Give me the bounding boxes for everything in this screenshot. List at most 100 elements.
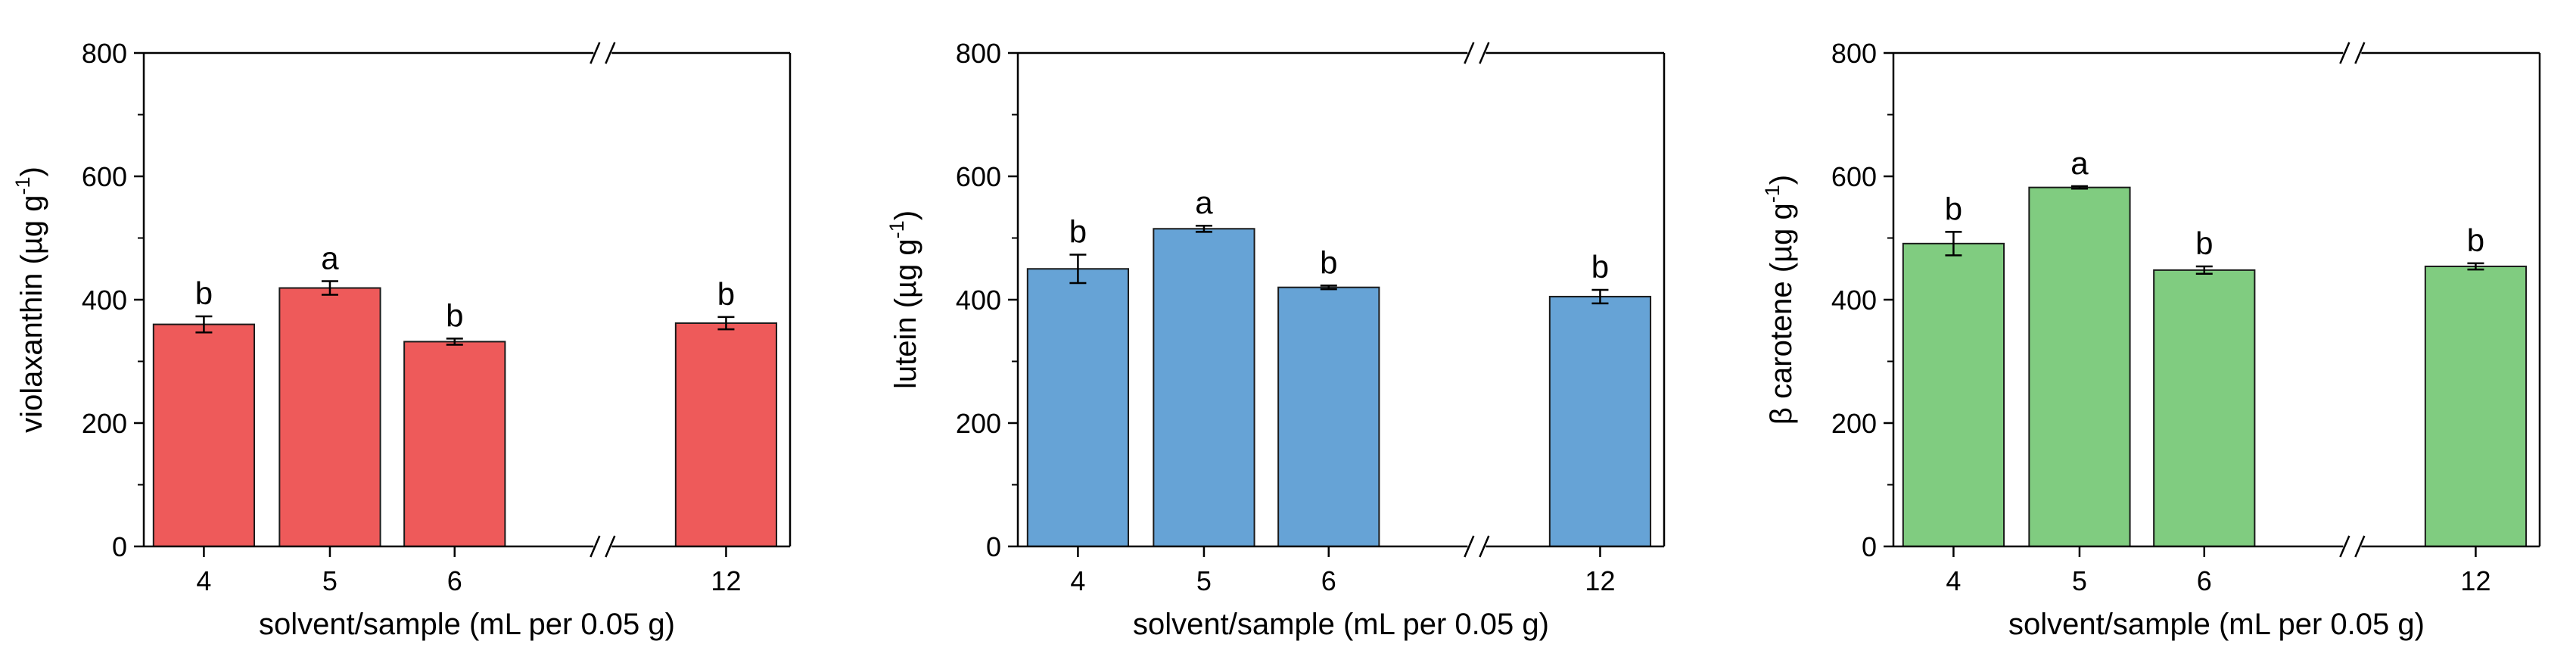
bar-6: [1277, 286, 1380, 547]
y-tick-label: 800: [82, 38, 127, 69]
y-tick-label: 0: [112, 531, 127, 562]
axis-break-top: [590, 42, 616, 64]
bar-4: [152, 323, 256, 547]
bar-4: [1902, 242, 2005, 547]
significance-letter-5: a: [2070, 145, 2089, 181]
error-bar-6: [1320, 285, 1337, 291]
y-axis-label-superscript: -1: [11, 176, 34, 195]
axis-break-slash: [605, 42, 616, 64]
x-tick-label-4: 4: [1946, 565, 1961, 596]
error-bar-4: [1945, 231, 1962, 257]
y-tick-label: 800: [956, 38, 1001, 69]
x-axis-label: solvent/sample (mL per 0.05 g): [259, 608, 675, 641]
chart-panel-1: b a b b 0 200 400 600 800 4 5 6 12 solvent/sample (mL…: [11, 38, 792, 641]
axis-break-slash: [2339, 42, 2350, 64]
axis-break-slash: [2354, 42, 2366, 64]
y-axis-label-superscript: -1: [885, 220, 908, 238]
significance-letter-6: b: [2195, 226, 2213, 261]
y-axis-label-superscript: -1: [1761, 185, 1784, 203]
y-tick-label: 600: [1831, 161, 1877, 192]
significance-letter-12: b: [1591, 249, 1609, 285]
bar-6: [2153, 269, 2256, 547]
y-tick-label: 200: [1831, 408, 1877, 439]
y-axis-label: violaxanthin (µg g-1): [11, 166, 48, 433]
axis-break-slash: [590, 42, 601, 64]
bar-12: [1548, 295, 1652, 547]
axis-break-top: [1464, 42, 1490, 64]
y-axis-label-close: ): [1765, 175, 1798, 185]
chart-panel-2: b a b b 0 200 400 600 800 4 5 6 12 solvent/sample (mL…: [885, 38, 1666, 641]
error-bar-12: [2467, 262, 2484, 271]
y-tick-label: 400: [1831, 285, 1877, 316]
y-tick-label: 200: [956, 408, 1001, 439]
x-tick-label-12: 12: [711, 565, 741, 596]
x-tick-label-12: 12: [1585, 565, 1615, 596]
x-tick-label-4: 4: [1070, 565, 1085, 596]
bar-6: [403, 341, 506, 547]
bar-12: [674, 322, 778, 547]
error-bar-4: [195, 315, 213, 334]
axis-break-slash: [2339, 535, 2350, 558]
significance-letter-12: b: [717, 276, 735, 312]
x-tick-label-12: 12: [2460, 565, 2490, 596]
x-axis-label: solvent/sample (mL per 0.05 g): [2008, 608, 2425, 641]
significance-letter-4: b: [1069, 214, 1087, 250]
axis-break-bottom: [590, 535, 616, 558]
y-axis-label: lutein (µg g-1): [885, 210, 922, 389]
axis-break-slash: [1479, 535, 1490, 558]
y-tick-label: 800: [1831, 38, 1877, 69]
axis-break-top: [2339, 42, 2366, 64]
axis-break-bottom: [1464, 535, 1490, 558]
y-tick-label: 600: [956, 161, 1001, 192]
error-bar-5: [321, 280, 338, 296]
significance-letter-6: b: [1320, 244, 1337, 280]
bar-12: [2424, 265, 2528, 547]
x-tick-label-5: 5: [1196, 565, 1212, 596]
significance-letter-4: b: [195, 275, 213, 311]
bar-5: [1153, 228, 1255, 547]
axis-break-bottom: [2339, 535, 2366, 558]
x-tick-label-5: 5: [2072, 565, 2087, 596]
chart-panel-3: b a b b 0 200 400 600 800 4 5 6 12 solvent/sample (mL…: [1761, 38, 2541, 641]
y-axis-label-main: β carotene (µg g: [1765, 203, 1798, 425]
y-axis-label-main: violaxanthin (µg g: [15, 195, 48, 433]
x-tick-label-4: 4: [196, 565, 211, 596]
significance-letter-12: b: [2467, 223, 2484, 258]
y-axis-label: β carotene (µg g-1): [1761, 175, 1798, 425]
y-tick-label: 400: [956, 285, 1001, 316]
y-tick-label: 600: [82, 161, 127, 192]
y-axis-label-close: ): [889, 210, 922, 220]
axis-break-slash: [1464, 42, 1475, 64]
y-tick-label: 0: [986, 531, 1001, 562]
significance-letter-5: a: [321, 241, 339, 276]
error-bar-5: [1195, 224, 1212, 233]
axis-break-slash: [2354, 535, 2366, 558]
y-axis-label-close: ): [15, 166, 48, 176]
error-bar-4: [1069, 254, 1087, 285]
error-bar-6: [2195, 265, 2213, 275]
x-axis-label: solvent/sample (mL per 0.05 g): [1133, 608, 1549, 641]
x-tick-label-6: 6: [1321, 565, 1336, 596]
y-tick-label: 400: [82, 285, 127, 316]
error-bar-6: [446, 338, 463, 346]
axis-break-slash: [605, 535, 616, 558]
axis-break-slash: [1464, 535, 1475, 558]
error-bar-12: [717, 316, 735, 331]
bar-5: [2028, 186, 2131, 547]
x-tick-label-5: 5: [322, 565, 338, 596]
error-bar-12: [1591, 288, 1609, 305]
error-bar-5: [2070, 185, 2088, 190]
y-axis-label-main: lutein (µg g: [889, 238, 922, 389]
y-tick-label: 200: [82, 408, 127, 439]
significance-letter-5: a: [1195, 185, 1213, 220]
x-tick-label-6: 6: [2197, 565, 2212, 596]
axis-break-slash: [1479, 42, 1490, 64]
bar-5: [278, 287, 381, 547]
axis-break-slash: [590, 535, 601, 558]
x-tick-label-6: 6: [447, 565, 462, 596]
y-tick-label: 0: [1862, 531, 1877, 562]
significance-letter-6: b: [446, 297, 463, 333]
bar-4: [1026, 268, 1130, 547]
significance-letter-4: b: [1945, 191, 1962, 226]
